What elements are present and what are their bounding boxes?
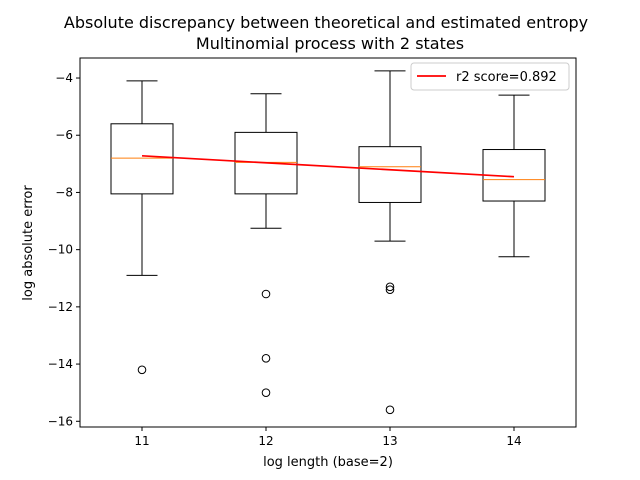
legend-frame bbox=[410, 62, 570, 91]
outlier-point bbox=[261, 388, 271, 397]
y-tick-label: −16 bbox=[48, 414, 73, 428]
box-body bbox=[358, 146, 422, 203]
outlier-point bbox=[385, 285, 395, 294]
y-tick-label: −10 bbox=[48, 243, 73, 257]
y-tick-label: −6 bbox=[55, 128, 73, 142]
box-13 bbox=[358, 70, 422, 415]
box-12 bbox=[234, 93, 298, 397]
x-tick-label: 12 bbox=[258, 434, 273, 448]
outlier-point bbox=[385, 282, 395, 292]
outlier-point bbox=[385, 405, 395, 415]
regression-line bbox=[141, 154, 515, 178]
outlier-point bbox=[261, 354, 271, 363]
chart-title: Absolute discrepancy between theoretical… bbox=[64, 13, 588, 32]
x-axis-label: log length (base=2) bbox=[263, 455, 393, 470]
axes-frame bbox=[79, 57, 577, 428]
y-tick-label: −8 bbox=[55, 185, 73, 199]
box-body bbox=[234, 131, 298, 195]
x-tick-label: 11 bbox=[134, 434, 149, 448]
outlier-point bbox=[261, 289, 271, 299]
y-axis-label: log absolute error bbox=[21, 185, 36, 301]
legend-label-r2: r2 score=0.892 bbox=[456, 70, 557, 85]
outlier-point bbox=[137, 365, 147, 375]
y-tick-label: −4 bbox=[55, 71, 73, 85]
x-tick-label: 13 bbox=[382, 434, 397, 448]
box-body bbox=[110, 123, 174, 195]
y-tick-label: −12 bbox=[48, 300, 73, 314]
chart-subtitle: Multinomial process with 2 states bbox=[196, 34, 464, 53]
plot-area: 11 12 13 14 −16 −14 −12 −10 −8 −6 −4 bbox=[48, 57, 577, 448]
x-tick-label: 14 bbox=[506, 434, 521, 448]
legend: r2 score=0.892 bbox=[410, 62, 570, 91]
y-tick-label: −14 bbox=[48, 357, 73, 371]
box-11 bbox=[110, 80, 174, 375]
